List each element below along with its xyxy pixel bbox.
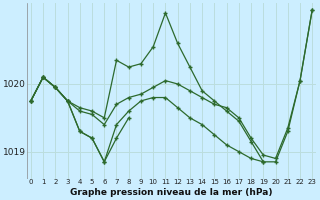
X-axis label: Graphe pression niveau de la mer (hPa): Graphe pression niveau de la mer (hPa) (70, 188, 273, 197)
